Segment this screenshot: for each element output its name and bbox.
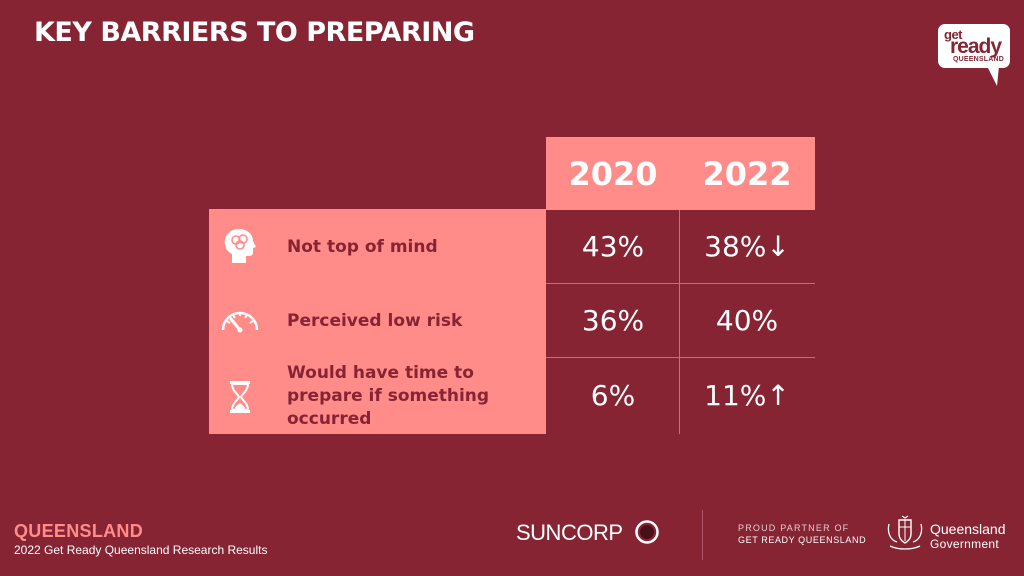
qld-government-line1: Queensland [930, 521, 1006, 537]
gauge-icon [221, 311, 259, 333]
partner-text-line1: PROUD PARTNER OF [738, 523, 850, 533]
logo-bubble-tail [987, 66, 999, 86]
partner-text-line2: GET READY QUEENSLAND [738, 535, 867, 545]
hourglass-icon [230, 381, 250, 413]
logo-ready-text: ready [950, 35, 1002, 58]
footer-queensland: QUEENSLAND [14, 521, 144, 541]
barrier-label-not-top-of-mind: Not top of mind [287, 237, 438, 257]
queensland-crest-icon [887, 515, 923, 550]
barrier-label-would-have-time: Would have time to prepare if something … [287, 363, 490, 429]
footer-divider [702, 510, 703, 560]
row-divider [546, 357, 815, 358]
suncorp-wordmark: SUNCORP [516, 520, 623, 545]
year-header [546, 137, 815, 210]
value-2020-not-top-of-mind: 43% [581, 230, 645, 263]
value-2022-perceived-low-risk: 40% [715, 304, 779, 337]
suncorp-ring-icon [635, 520, 659, 544]
year-2020: 2020 [568, 155, 658, 193]
qld-government-line2: Government [930, 537, 1000, 551]
value-2022-not-top-of-mind: 38%↓ [704, 230, 790, 263]
barrier-label-perceived-low-risk: Perceived low risk [287, 311, 463, 331]
footer-subtitle: 2022 Get Ready Queensland Research Resul… [14, 543, 268, 557]
row-divider [546, 283, 815, 284]
logo-get-text: get [944, 27, 963, 42]
slide-title: KEY BARRIERS TO PREPARING [34, 17, 475, 48]
value-2020-would-have-time: 6% [590, 379, 636, 412]
brain-head-icon [224, 229, 256, 263]
column-divider [679, 210, 680, 434]
barrier-labels-panel [209, 209, 546, 434]
value-2020-perceived-low-risk: 36% [581, 304, 645, 337]
year-2022: 2022 [702, 155, 792, 193]
logo-queensland-text: QUEENSLAND [953, 56, 1005, 63]
logo-bubble [938, 24, 1010, 68]
value-2022-would-have-time: 11%↑ [704, 379, 790, 412]
